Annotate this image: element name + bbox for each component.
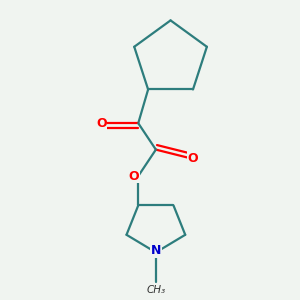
Text: O: O [187, 152, 198, 165]
Text: O: O [128, 169, 139, 183]
Text: O: O [96, 117, 107, 130]
Text: CH₃: CH₃ [146, 285, 165, 295]
Text: N: N [151, 244, 161, 257]
